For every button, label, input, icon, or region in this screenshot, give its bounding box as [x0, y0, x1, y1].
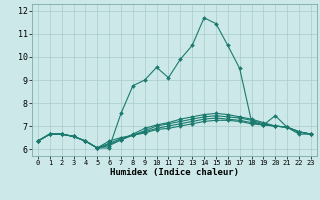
X-axis label: Humidex (Indice chaleur): Humidex (Indice chaleur) — [110, 168, 239, 177]
